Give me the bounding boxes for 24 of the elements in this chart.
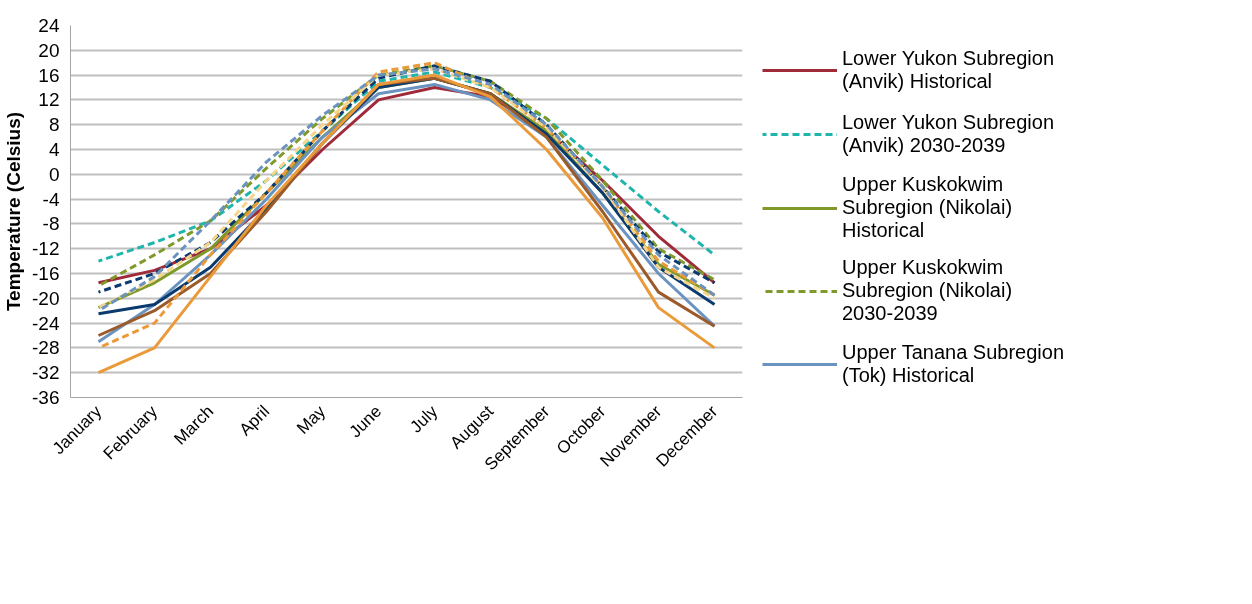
y-tick-label: -32 <box>32 362 60 384</box>
y-tick-label: 20 <box>38 39 60 61</box>
y-tick-label: -16 <box>32 263 60 284</box>
y-tick-label: -20 <box>32 287 60 309</box>
y-tick-label: -36 <box>32 387 60 408</box>
x-tick-label: July <box>406 401 442 437</box>
legend-label: Upper Kuskokwim Subregion (Nikolai) Historical <box>842 173 1013 242</box>
y-tick-label: 8 <box>48 114 60 136</box>
legend-label: Upper Kuskokwim Subregion (Nikolai) 2030-2039 <box>842 256 1013 325</box>
y-tick-label: 4 <box>48 139 60 160</box>
y-tick-label: 12 <box>38 89 60 111</box>
y-tick-label: 24 <box>38 15 60 36</box>
x-tick-label: May <box>293 401 330 438</box>
y-tick-label: 0 <box>48 163 60 185</box>
y-tick-label: -4 <box>42 188 60 210</box>
y-tick-label: -8 <box>42 213 60 235</box>
y-tick-label: 16 <box>38 64 60 86</box>
legend-label: Lower Yukon Subregion (Anvik) Historical <box>842 46 1055 94</box>
legend-label: Upper Tanana Subregion (Tok) Historical <box>842 340 1065 388</box>
y-axis-title: Temperature (Celsius) <box>3 111 25 312</box>
y-tick-label: -24 <box>32 312 60 334</box>
y-tick-label: -28 <box>32 337 60 359</box>
legend-label: Lower Yukon Subregion (Anvik) 2030-2039 <box>842 110 1055 158</box>
y-tick-label: -12 <box>32 238 60 260</box>
